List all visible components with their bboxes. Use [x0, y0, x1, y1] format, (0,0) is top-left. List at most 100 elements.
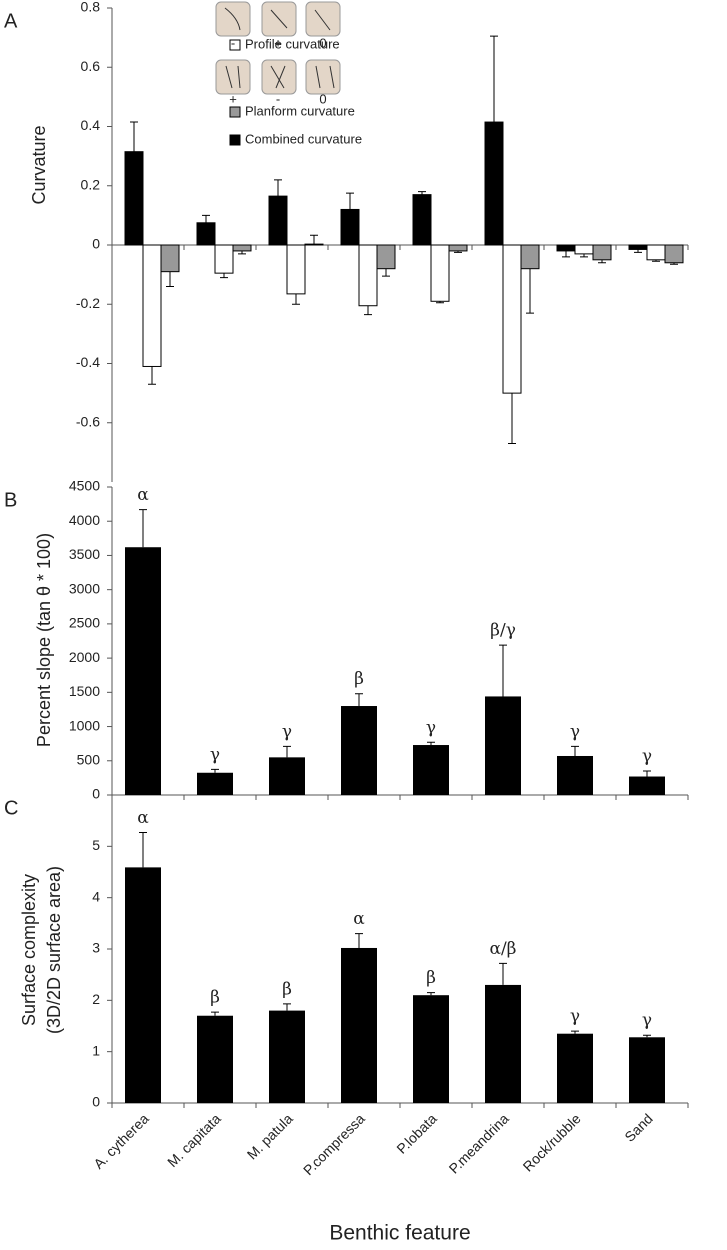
y-tick-label: 2000: [69, 649, 100, 665]
error-bar: [274, 179, 282, 197]
bar: [629, 1037, 665, 1103]
y-tick-label: 3: [92, 940, 100, 956]
bar: [340, 208, 360, 246]
bar: [125, 547, 161, 795]
y-tick-label: 3500: [69, 546, 100, 562]
x-tick-label: Sand: [621, 1110, 655, 1144]
bar: [485, 696, 521, 795]
bar: [304, 243, 324, 246]
x-tick-label: P.lobata: [393, 1110, 440, 1157]
panel-label: B: [4, 489, 17, 511]
y-tick-label: 0.8: [81, 0, 101, 15]
error-bar: [292, 293, 300, 305]
bar: [286, 244, 306, 295]
error-bar: [436, 301, 444, 304]
annotation: α: [353, 909, 365, 929]
y-tick-label: 500: [77, 751, 101, 767]
panel-label: C: [4, 797, 18, 819]
legend-icon-label: 0: [319, 35, 326, 50]
bar: [664, 244, 684, 264]
annotation: α: [137, 485, 149, 505]
x-tick-label: A. cytherea: [90, 1110, 152, 1172]
error-bar: [562, 250, 570, 258]
y-tick-label: 2500: [69, 615, 100, 631]
error-bar: [427, 992, 435, 996]
bar: [160, 244, 180, 273]
bar: [629, 776, 665, 795]
annotation: β: [426, 968, 436, 988]
error-bar: [310, 234, 318, 245]
y-tick-label: -0.4: [76, 354, 100, 370]
error-bar: [598, 259, 606, 264]
legend-icons: [215, 1, 341, 95]
y-tick-label: 0.2: [81, 176, 101, 192]
y-tick-label: -0.2: [76, 295, 100, 311]
error-bar: [490, 35, 498, 123]
bar: [448, 244, 468, 252]
error-bar: [139, 509, 147, 548]
legend-label: Planform curvature: [245, 103, 355, 118]
error-bar: [283, 745, 291, 758]
error-bar: [238, 250, 246, 255]
x-tick-label: P.compressa: [300, 1110, 368, 1178]
bar: [376, 244, 396, 270]
bar: [124, 151, 144, 246]
error-bar: [148, 366, 156, 385]
bar: [269, 1010, 305, 1103]
x-tick-label: M. patula: [244, 1110, 296, 1162]
bar: [592, 244, 612, 261]
error-bar: [130, 121, 138, 152]
error-bar: [634, 249, 642, 253]
y-tick-label: -0.6: [76, 413, 100, 429]
error-bar: [571, 1030, 579, 1034]
legend-label: Combined curvature: [245, 131, 362, 146]
y-tick-label: 0.4: [81, 117, 101, 133]
error-bar: [580, 253, 588, 258]
annotation: α: [137, 808, 149, 828]
error-bar: [166, 271, 174, 287]
legend-swatch: [229, 134, 241, 146]
error-bar: [283, 1003, 291, 1011]
error-bar: [499, 644, 507, 697]
bar: [125, 867, 161, 1103]
error-bar: [526, 268, 534, 314]
bar: [557, 1033, 593, 1103]
bar: [358, 244, 378, 307]
annotation: β: [210, 988, 220, 1008]
annotation: α/β: [489, 939, 516, 959]
bar: [412, 194, 432, 246]
bar: [214, 244, 234, 274]
error-bar: [382, 268, 390, 277]
error-bar: [364, 305, 372, 316]
error-bar: [220, 273, 228, 279]
y-tick-label: 1500: [69, 683, 100, 699]
bar: [430, 244, 450, 302]
y-tick-label: 4: [92, 888, 100, 904]
x-axis-label: Benthic feature: [329, 1222, 470, 1245]
annotation: γ: [426, 718, 436, 738]
y-tick-label: 0.6: [81, 58, 101, 74]
bar: [341, 947, 377, 1103]
x-tick-label: P.meandrina: [446, 1110, 512, 1176]
error-bar: [346, 192, 354, 210]
legend-icon-label: +: [229, 91, 237, 106]
error-bar: [211, 1011, 219, 1016]
y-tick-label: 0: [92, 236, 100, 252]
bar: [196, 222, 216, 246]
annotation: β/γ: [490, 621, 516, 641]
bar: [341, 706, 377, 795]
bar: [556, 244, 576, 252]
error-bar: [355, 933, 363, 948]
bar: [484, 121, 504, 246]
legend-icon-label: -: [231, 35, 235, 50]
error-bar: [211, 768, 219, 773]
y-tick-label: 0: [92, 786, 100, 802]
bar: [232, 244, 252, 252]
annotation: γ: [570, 1007, 580, 1027]
error-bar: [454, 250, 462, 253]
annotation: β: [354, 669, 364, 689]
annotation: γ: [210, 745, 220, 765]
y-axis-label: Curvature: [29, 125, 49, 204]
bar: [269, 757, 305, 795]
